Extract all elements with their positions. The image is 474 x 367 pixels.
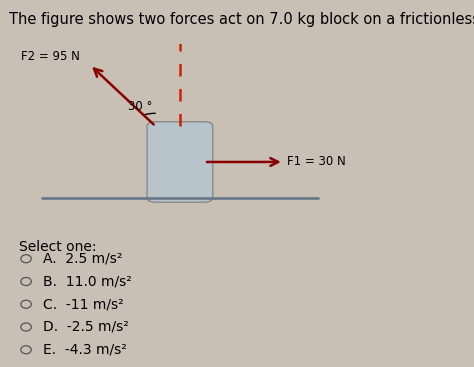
Text: E.  -4.3 m/s²: E. -4.3 m/s²: [43, 343, 127, 357]
Text: 30 °: 30 °: [128, 100, 152, 113]
Text: The figure shows two forces act on 7.0 kg block on a frictionless floor.: The figure shows two forces act on 7.0 k…: [9, 12, 474, 27]
Text: F1 = 30 N: F1 = 30 N: [287, 156, 346, 168]
Text: Select one:: Select one:: [19, 240, 97, 254]
Text: C.  -11 m/s²: C. -11 m/s²: [43, 297, 123, 311]
Text: A.  2.5 m/s²: A. 2.5 m/s²: [43, 252, 122, 266]
Text: F2 = 95 N: F2 = 95 N: [21, 50, 80, 63]
Text: D.  -2.5 m/s²: D. -2.5 m/s²: [43, 320, 128, 334]
Text: B.  11.0 m/s²: B. 11.0 m/s²: [43, 275, 131, 288]
FancyBboxPatch shape: [147, 122, 213, 202]
